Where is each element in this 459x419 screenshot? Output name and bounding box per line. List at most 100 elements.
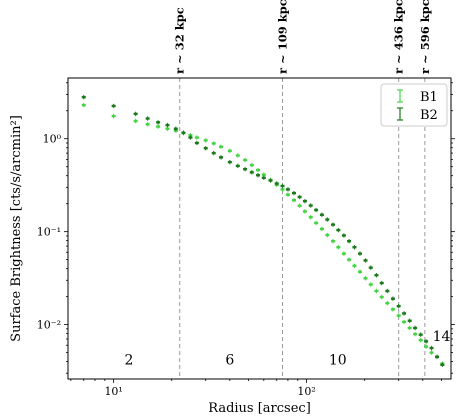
data-point-b2 xyxy=(81,95,86,99)
data-point-b2 xyxy=(435,355,440,359)
vertical-marker-label: r ~ 596 kpc xyxy=(418,0,432,74)
data-point-b2 xyxy=(203,147,208,150)
data-point-b2 xyxy=(285,188,290,191)
tick-layer xyxy=(64,82,455,383)
data-layer xyxy=(81,94,445,367)
data-point-b2 xyxy=(145,117,150,120)
data-point-b1 xyxy=(314,221,319,225)
region-label: 6 xyxy=(225,353,234,369)
data-point-b2 xyxy=(352,246,357,249)
vertical-marker-label: r ~ 436 kpc xyxy=(392,0,406,74)
data-point-b2 xyxy=(424,340,429,343)
data-point-b2 xyxy=(319,213,324,216)
data-point-b1 xyxy=(227,149,232,153)
x-tick-label: 10² xyxy=(297,385,315,398)
data-point-b2 xyxy=(407,319,412,322)
data-point-b1 xyxy=(424,345,429,348)
data-point-b1 xyxy=(188,134,193,137)
data-point-b1 xyxy=(336,246,341,249)
legend-label-b2: B2 xyxy=(420,108,438,123)
data-point-b2 xyxy=(357,252,362,255)
data-point-b1 xyxy=(418,338,423,342)
data-point-b2 xyxy=(165,123,170,127)
data-point-b1 xyxy=(396,314,401,317)
y-tick-label: 10⁰ xyxy=(43,133,62,146)
data-point-b1 xyxy=(302,210,307,213)
data-point-b1 xyxy=(145,123,150,126)
data-point-b1 xyxy=(429,351,434,354)
data-point-b1 xyxy=(374,289,379,293)
data-point-b1 xyxy=(297,204,302,207)
data-point-b1 xyxy=(347,258,352,261)
data-point-b2 xyxy=(440,363,445,366)
data-point-b1 xyxy=(261,173,266,176)
y-tick-label: 10⁻² xyxy=(37,319,61,332)
data-point-b1 xyxy=(352,264,357,267)
data-point-b2 xyxy=(133,112,138,116)
region-label: 14 xyxy=(433,329,451,345)
data-point-b2 xyxy=(385,289,390,293)
data-point-b1 xyxy=(291,199,296,202)
data-point-b2 xyxy=(188,136,193,139)
data-point-b2 xyxy=(194,141,199,145)
data-point-b1 xyxy=(402,320,407,324)
vertical-marker-label: r ~ 32 kpc xyxy=(173,7,187,74)
data-point-b2 xyxy=(363,259,368,262)
x-axis-title: Radius [arcsec] xyxy=(208,401,311,416)
data-point-b1 xyxy=(194,136,199,139)
data-point-b1 xyxy=(385,302,390,305)
data-point-b2 xyxy=(413,326,418,330)
data-point-b1 xyxy=(111,114,116,118)
data-point-b1 xyxy=(407,326,412,330)
data-point-b1 xyxy=(379,295,384,299)
data-point-b2 xyxy=(297,195,302,199)
data-point-b2 xyxy=(211,151,216,155)
data-point-b1 xyxy=(81,103,86,107)
data-point-b2 xyxy=(261,176,266,179)
legend-label-b1: B1 xyxy=(420,90,438,105)
data-point-b2 xyxy=(181,131,186,134)
x-tick-label: 10¹ xyxy=(104,385,122,398)
data-point-b1 xyxy=(390,308,395,311)
data-point-b2 xyxy=(314,208,319,212)
data-point-b2 xyxy=(429,346,434,350)
data-point-b1 xyxy=(165,127,170,130)
data-point-b1 xyxy=(249,163,254,167)
data-point-b2 xyxy=(325,218,330,221)
data-point-b1 xyxy=(413,332,418,336)
y-tick-label: 10⁻¹ xyxy=(37,226,61,239)
data-point-b2 xyxy=(219,156,224,159)
data-point-b2 xyxy=(249,171,254,174)
data-point-b2 xyxy=(336,228,341,232)
data-point-b1 xyxy=(285,193,290,196)
legend-box xyxy=(380,83,448,127)
data-point-b2 xyxy=(302,199,307,203)
data-point-b1 xyxy=(319,227,324,231)
y-axis-title: Surface Brightness [cts/s/arcmin²] xyxy=(9,115,24,342)
data-point-b2 xyxy=(402,312,407,315)
data-point-b2 xyxy=(347,239,352,243)
data-point-b2 xyxy=(256,174,261,177)
data-point-b2 xyxy=(374,274,379,277)
data-point-b2 xyxy=(390,297,395,300)
data-point-b2 xyxy=(418,333,423,336)
data-point-b2 xyxy=(243,167,248,171)
region-label: 2 xyxy=(124,353,133,369)
data-point-b2 xyxy=(331,223,336,226)
data-point-b1 xyxy=(368,283,373,286)
data-point-b2 xyxy=(235,164,240,168)
data-point-b2 xyxy=(280,184,285,188)
vertical-marker-label: r ~ 109 kpc xyxy=(276,0,290,74)
data-point-b1 xyxy=(133,119,138,123)
data-point-b1 xyxy=(363,277,368,280)
data-point-b1 xyxy=(256,168,261,172)
data-point-b1 xyxy=(308,216,313,219)
label-layer: r ~ 32 kpc r ~ 109 kpc r ~ 436 kpc r ~ 596 … xyxy=(37,0,451,398)
data-point-b2 xyxy=(111,104,116,108)
data-point-b2 xyxy=(291,191,296,195)
data-point-b1 xyxy=(325,233,330,237)
data-point-b1 xyxy=(203,139,208,142)
